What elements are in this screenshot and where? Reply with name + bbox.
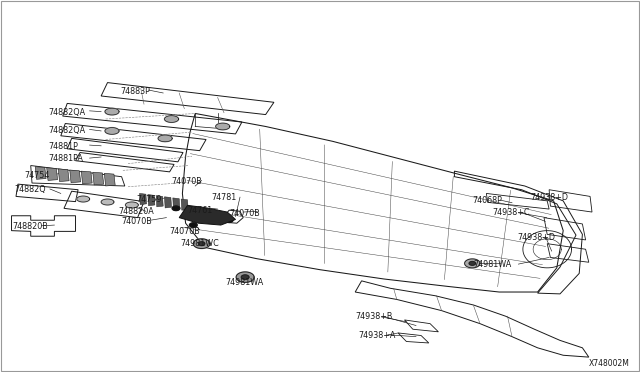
Polygon shape	[156, 196, 163, 207]
Text: 74881P: 74881P	[48, 142, 78, 151]
Polygon shape	[148, 195, 155, 206]
Text: 74882Q: 74882Q	[14, 185, 45, 194]
Text: X748002M: X748002M	[589, 359, 630, 368]
Text: 74761: 74761	[187, 206, 212, 215]
Text: 74068P: 74068P	[472, 196, 502, 205]
Text: 74881PA: 74881PA	[48, 154, 83, 163]
Text: 74070B: 74070B	[170, 227, 200, 236]
Polygon shape	[193, 239, 210, 248]
Polygon shape	[216, 123, 230, 130]
Polygon shape	[181, 199, 188, 210]
Polygon shape	[81, 171, 92, 184]
Text: 74938+A: 74938+A	[358, 331, 396, 340]
Text: 74759: 74759	[136, 195, 162, 203]
Text: 74938+D: 74938+D	[530, 193, 568, 202]
Polygon shape	[189, 223, 197, 227]
Text: 74070B: 74070B	[229, 209, 260, 218]
Polygon shape	[236, 272, 254, 282]
Text: 74938+B: 74938+B	[355, 312, 392, 321]
Polygon shape	[225, 218, 233, 222]
Polygon shape	[70, 170, 81, 183]
Text: 74070B: 74070B	[122, 217, 152, 226]
Text: 74938+C: 74938+C	[493, 208, 531, 217]
Polygon shape	[140, 193, 147, 205]
Polygon shape	[58, 169, 69, 182]
Text: 748820B: 748820B	[13, 222, 49, 231]
Text: 74938+D: 74938+D	[517, 233, 555, 242]
Polygon shape	[104, 173, 115, 186]
Polygon shape	[164, 116, 179, 122]
Polygon shape	[207, 214, 215, 218]
Text: 74981WC: 74981WC	[180, 239, 220, 248]
Text: 74070B: 74070B	[172, 177, 202, 186]
Text: 74882QA: 74882QA	[48, 126, 85, 135]
Polygon shape	[179, 205, 236, 225]
Polygon shape	[35, 167, 46, 179]
Polygon shape	[164, 197, 172, 208]
Polygon shape	[198, 242, 205, 246]
Polygon shape	[93, 172, 104, 185]
Polygon shape	[465, 259, 480, 268]
Polygon shape	[101, 199, 114, 205]
Text: 748820A: 748820A	[118, 207, 154, 216]
Text: 74781: 74781	[211, 193, 236, 202]
Text: 74754: 74754	[24, 171, 50, 180]
Text: 74981WA: 74981WA	[474, 260, 512, 269]
Polygon shape	[77, 196, 90, 202]
Polygon shape	[125, 202, 138, 208]
Polygon shape	[105, 108, 119, 115]
Polygon shape	[105, 128, 119, 134]
Polygon shape	[47, 168, 58, 180]
Polygon shape	[241, 275, 249, 279]
Polygon shape	[172, 206, 180, 211]
Polygon shape	[469, 262, 476, 265]
Polygon shape	[173, 198, 180, 209]
Polygon shape	[158, 135, 172, 142]
Text: 74882QA: 74882QA	[48, 108, 85, 117]
Text: 74981WA: 74981WA	[225, 278, 264, 287]
Text: 74883P: 74883P	[120, 87, 150, 96]
